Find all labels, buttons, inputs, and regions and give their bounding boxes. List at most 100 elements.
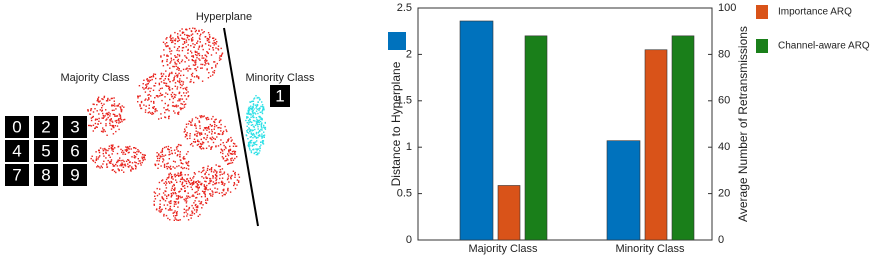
point xyxy=(176,148,178,150)
point xyxy=(221,195,224,197)
point xyxy=(253,148,255,151)
point xyxy=(172,101,174,104)
point xyxy=(198,30,200,32)
point xyxy=(218,57,221,59)
point xyxy=(194,68,196,70)
point xyxy=(173,78,175,80)
point xyxy=(182,185,184,187)
point xyxy=(246,122,248,124)
point xyxy=(231,157,233,159)
point xyxy=(147,94,149,96)
point xyxy=(247,129,249,131)
point xyxy=(215,178,218,180)
point xyxy=(90,117,93,119)
point xyxy=(202,142,205,144)
point xyxy=(232,159,235,161)
point xyxy=(174,112,176,114)
point xyxy=(216,41,218,43)
point xyxy=(195,29,197,32)
point xyxy=(102,152,104,155)
point xyxy=(211,167,213,169)
point xyxy=(189,214,191,216)
point xyxy=(185,123,188,125)
point xyxy=(171,88,174,90)
point xyxy=(233,150,235,152)
point xyxy=(109,122,111,124)
point xyxy=(220,171,222,173)
point xyxy=(153,191,155,193)
digit-tile xyxy=(34,140,58,162)
point xyxy=(177,60,179,63)
point xyxy=(159,206,161,208)
point xyxy=(208,44,210,46)
point xyxy=(183,156,185,158)
point xyxy=(208,72,210,74)
point xyxy=(167,162,169,164)
point xyxy=(166,168,169,170)
point xyxy=(216,176,218,178)
point xyxy=(160,210,162,213)
point xyxy=(231,153,233,155)
point xyxy=(133,147,136,149)
point xyxy=(263,126,265,129)
point xyxy=(178,165,180,167)
point xyxy=(164,82,166,84)
point xyxy=(186,185,189,188)
point xyxy=(161,208,163,211)
point xyxy=(190,121,192,123)
point xyxy=(205,62,207,65)
point xyxy=(149,90,151,93)
point xyxy=(153,102,155,104)
point xyxy=(152,107,155,109)
point xyxy=(190,182,192,185)
point xyxy=(126,149,129,151)
point xyxy=(166,204,169,206)
point xyxy=(185,46,187,48)
point xyxy=(183,106,186,108)
point xyxy=(158,160,160,162)
point xyxy=(174,176,176,178)
point xyxy=(227,173,229,175)
point xyxy=(234,143,236,145)
point xyxy=(164,116,166,118)
point xyxy=(201,55,203,57)
point xyxy=(217,127,219,129)
point xyxy=(137,95,140,98)
point xyxy=(185,182,188,185)
point xyxy=(198,132,200,134)
point xyxy=(112,104,115,107)
point xyxy=(161,180,163,182)
point xyxy=(199,41,201,43)
point xyxy=(185,202,188,204)
point xyxy=(121,164,124,166)
point xyxy=(110,159,113,161)
point xyxy=(181,84,183,87)
point xyxy=(194,123,196,125)
point xyxy=(112,125,114,127)
point xyxy=(261,111,263,113)
point xyxy=(158,193,161,195)
point xyxy=(231,150,234,153)
point xyxy=(220,123,222,126)
point xyxy=(252,104,255,106)
point xyxy=(111,109,114,112)
point xyxy=(229,148,232,151)
point xyxy=(163,163,166,166)
point xyxy=(197,139,199,141)
hyperplane xyxy=(223,27,259,227)
point xyxy=(184,128,186,130)
point xyxy=(123,151,125,154)
point xyxy=(178,68,180,70)
point xyxy=(250,132,252,134)
digit: 4 xyxy=(12,141,21,160)
point xyxy=(165,178,168,181)
point xyxy=(154,192,157,194)
point xyxy=(167,45,169,47)
point xyxy=(214,38,217,41)
point xyxy=(172,41,174,43)
point xyxy=(171,176,174,178)
point xyxy=(173,183,175,186)
point xyxy=(111,124,113,127)
point xyxy=(191,210,193,212)
point xyxy=(197,187,200,189)
